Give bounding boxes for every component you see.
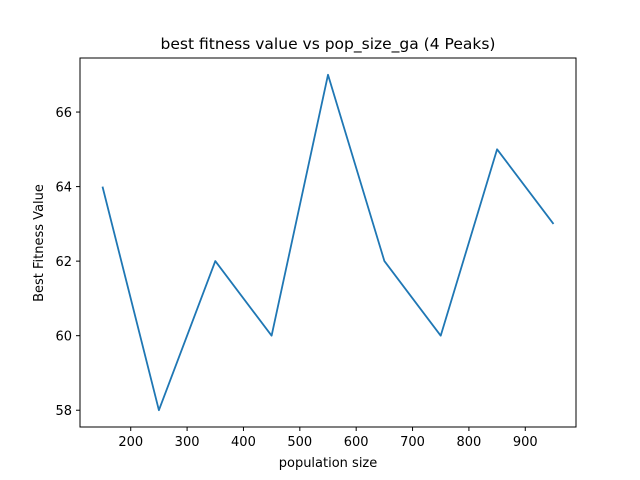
y-axis-ticks: 58 60 62 64 66 xyxy=(55,106,80,419)
y-tick-label: 58 xyxy=(55,404,72,419)
x-axis-ticks: 200 300 400 500 600 700 800 900 xyxy=(118,427,538,450)
x-tick-label: 300 xyxy=(175,435,200,450)
x-tick-label: 200 xyxy=(118,435,143,450)
x-axis-label: population size xyxy=(279,456,378,471)
x-tick-label: 400 xyxy=(231,435,256,450)
y-tick-label: 60 xyxy=(55,330,72,345)
y-tick-label: 62 xyxy=(55,255,72,270)
x-tick-label: 800 xyxy=(456,435,481,450)
plot-area xyxy=(101,73,555,412)
y-axis-label: Best Fitness Value xyxy=(32,184,47,302)
series-line xyxy=(101,73,555,412)
chart-title: best fitness value vs pop_size_ga (4 Pea… xyxy=(161,35,496,54)
y-tick-label: 66 xyxy=(55,106,72,121)
x-tick-label: 600 xyxy=(344,435,369,450)
x-tick-label: 700 xyxy=(400,435,425,450)
x-tick-label: 900 xyxy=(513,435,538,450)
x-tick-label: 500 xyxy=(287,435,312,450)
axes-frame xyxy=(79,57,577,428)
y-tick-label: 64 xyxy=(55,181,72,196)
